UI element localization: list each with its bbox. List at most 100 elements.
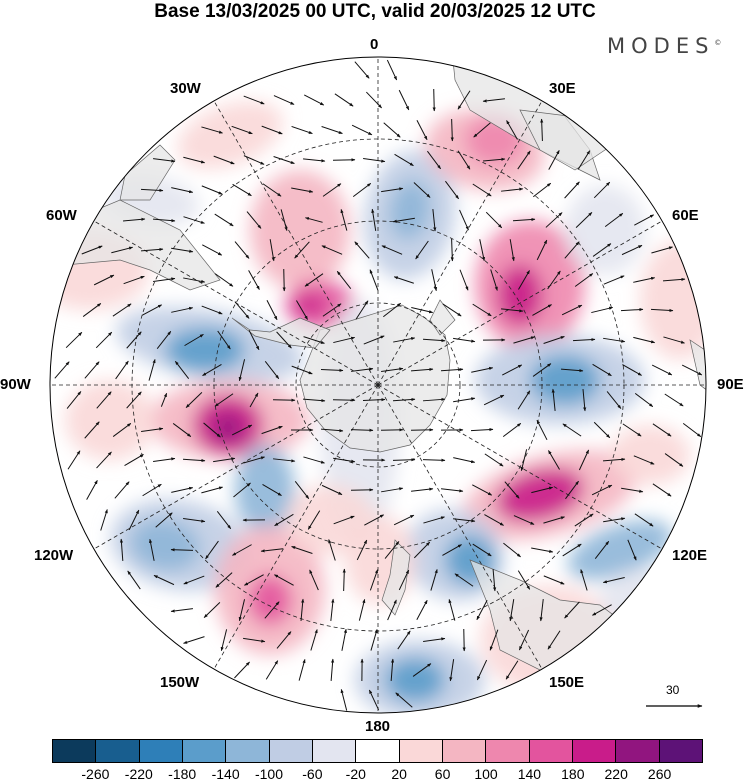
wind-arrow — [142, 483, 162, 497]
wind-arrow — [321, 125, 343, 135]
wind-arrow — [276, 631, 292, 649]
colorbar-tick-label: 140 — [517, 766, 542, 782]
wind-arrow — [593, 421, 611, 439]
wind-arrow — [633, 336, 656, 344]
land-polygon — [689, 339, 706, 401]
wind-arrow — [422, 338, 446, 343]
wind-arrow — [152, 218, 176, 223]
wind-arrow — [593, 181, 611, 199]
wind-arrow — [231, 125, 253, 135]
wind-arrow — [681, 364, 703, 376]
wind-arrow — [95, 331, 113, 349]
map-boundary — [49, 56, 707, 714]
wind-arrow — [304, 273, 324, 287]
lon-label-30w: 30W — [170, 80, 201, 97]
wind-arrow — [320, 428, 344, 433]
wind-arrow — [431, 269, 438, 292]
wind-arrow — [459, 269, 469, 291]
wind-arrow — [620, 307, 644, 312]
colorbar-swatch — [226, 740, 270, 762]
wind-arrow — [621, 487, 644, 493]
wind-arrow — [411, 307, 434, 314]
wind-arrow — [232, 544, 252, 556]
wind-arrow — [115, 360, 129, 380]
wind-arrow — [565, 480, 579, 500]
wind-arrow — [214, 273, 234, 287]
lon-label-150e: 150E — [549, 674, 585, 691]
wind-arrow — [153, 158, 176, 163]
wind-arrow — [305, 217, 323, 223]
lon-label-60w: 60W — [46, 207, 77, 224]
wind-arrow — [381, 187, 404, 193]
wind-arrow — [170, 548, 194, 552]
wind-arrow — [82, 303, 102, 317]
wind-arrow — [296, 300, 308, 320]
anomaly-contour — [248, 575, 292, 625]
wind-arrow — [560, 368, 584, 373]
wind-arrow — [148, 359, 156, 381]
colorbar-swatch — [616, 740, 660, 762]
wind-arrow — [501, 187, 524, 192]
wind-arrow — [472, 543, 492, 557]
brand-text: MODES — [607, 34, 715, 58]
wind-arrow — [501, 308, 524, 313]
wind-arrow — [368, 689, 380, 711]
wind-arrow — [356, 539, 368, 561]
wind-arrow — [342, 568, 346, 592]
colorbar-swatch — [182, 740, 227, 762]
wind-arrow — [578, 449, 590, 471]
anomaly-contour — [610, 425, 690, 485]
wind-arrow — [234, 661, 250, 679]
wind-arrow — [201, 305, 223, 315]
wind-arrow — [246, 211, 262, 229]
wind-arrow — [422, 458, 446, 462]
colorbar-swatch — [356, 740, 400, 762]
wind-arrow — [532, 363, 552, 377]
wind-arrow — [664, 453, 684, 467]
wind-arrow — [249, 392, 259, 408]
wind-arrow — [449, 659, 455, 682]
wind-arrow — [333, 515, 355, 525]
wind-arrow — [482, 157, 506, 162]
wind-arrow — [310, 629, 318, 651]
wind-arrow — [603, 275, 625, 285]
wind-arrow — [307, 510, 321, 530]
wind-arrow — [128, 509, 140, 531]
wind-arrow — [390, 658, 395, 682]
wind-arrow — [592, 243, 612, 257]
wind-arrow — [96, 391, 112, 409]
wind-arrow — [262, 483, 282, 497]
wind-arrow — [264, 601, 280, 619]
wind-arrow — [473, 122, 491, 138]
wind-arrow — [214, 393, 234, 407]
map-disc — [50, 57, 706, 713]
wind-arrow — [149, 538, 155, 561]
wind-arrow — [594, 540, 610, 559]
map-title: Base 13/03/2025 00 UTC, valid 20/03/2025… — [154, 1, 596, 22]
wind-arrow — [633, 276, 656, 283]
wind-arrow — [548, 149, 560, 170]
wind-arrow — [184, 333, 204, 347]
wind-arrow — [518, 629, 530, 651]
wind-arrow — [482, 98, 505, 103]
wind-arrow — [634, 513, 654, 527]
wind-arrow — [564, 241, 580, 259]
wind-arrow — [470, 427, 494, 432]
wind-arrow — [140, 247, 164, 252]
brand-mark: © — [714, 39, 722, 47]
land-polygon — [381, 539, 411, 616]
wind-arrow — [300, 598, 305, 621]
wind-arrow — [603, 337, 626, 343]
lon-label-150w: 150W — [160, 674, 200, 691]
wind-arrow — [592, 604, 612, 616]
colorbar-swatch — [53, 740, 97, 762]
wind-arrow — [183, 156, 206, 164]
wind-arrow — [427, 150, 441, 170]
wind-arrow — [291, 125, 313, 135]
wind-arrow — [123, 217, 146, 222]
land-polygon — [59, 199, 221, 291]
wind-arrow — [213, 155, 235, 165]
wind-arrow — [504, 481, 520, 499]
wind-arrow — [384, 541, 400, 559]
wind-arrow — [336, 270, 352, 289]
